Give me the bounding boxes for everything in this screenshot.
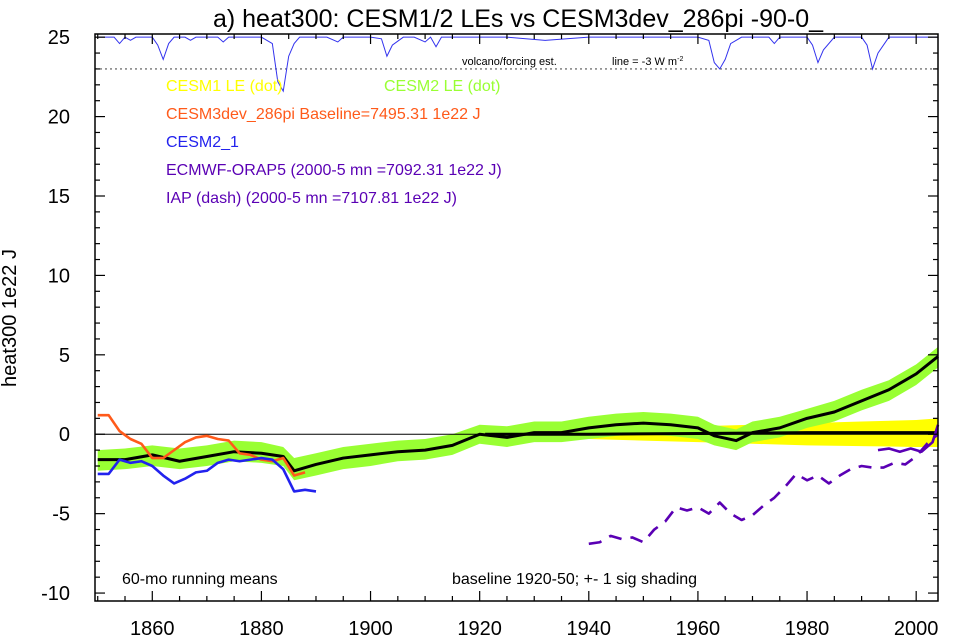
line-scale-annotation: line = -3 W m-2 [612,56,683,68]
running-mean-annotation: 60-mo running means [122,571,278,588]
line-scale-exponent: -2 [677,56,683,63]
x-tick-label: 1960 [676,618,721,640]
series-line-cesm3dev-286pi-baseline-7495-31-1e22-j [97,413,306,477]
x-tick-label: 1880 [239,618,284,640]
y-axis: -10 -5 0 5 10 15 20 25 [41,27,938,605]
legend-cesm2-le: CESM2 LE (dot) [384,78,500,95]
baseline-annotation: baseline 1920-50; +- 1 sig shading [452,571,697,588]
volcano-annotation: volcano/forcing est. [462,56,557,68]
x-tick-label: 2000 [894,618,939,640]
legend: CESM1 LE (dot) CESM2 LE (dot) CESM3dev_2… [166,78,502,207]
band-cesm2-le-dot [97,346,939,481]
x-tick-label: 1900 [348,618,393,640]
y-tick-label: 25 [48,27,70,49]
series-line-cesm2-1 [97,456,317,493]
y-tick-label: 0 [59,424,70,446]
legend-cesm2-1: CESM2_1 [166,134,239,151]
legend-ecmwf-orap5: ECMWF-ORAP5 (2000-5 mn =7092.31 1e22 J) [166,162,502,179]
y-tick-label: 20 [48,107,70,129]
legend-cesm3dev: CESM3dev_286pi Baseline=7495.31 1e22 J [166,106,480,123]
x-tick-label: 1860 [130,618,175,640]
volcano-forcing-line [97,36,938,93]
y-tick-label: -10 [41,583,70,605]
series-line-iap-dash-2000-5-mn-7107-81-1e22-j [588,433,939,546]
x-tick-label: 1980 [785,618,830,640]
series-line-ecmwf-orap5-2000-5-mn-7092-31-1e22-j [877,424,940,454]
y-axis-label: heat300 1e22 J [0,249,21,387]
y-tick-label: 5 [59,345,70,367]
plot-area [94,33,940,602]
y-tick-label: 10 [48,265,70,287]
x-tick-label: 1940 [567,618,612,640]
x-axis: 1860 1880 1900 1920 1940 1960 1980 2000 [97,34,939,640]
legend-iap: IAP (dash) (2000-5 mn =7107.81 1e22 J) [166,190,457,207]
legend-cesm1-le: CESM1 LE (dot) [166,78,282,95]
plot-frame [94,33,939,602]
series-line-cesm1-le-mean [485,431,938,436]
chart-title: a) heat300: CESM1/2 LEs vs CESM3dev_286p… [213,5,824,33]
y-tick-label: 15 [48,186,70,208]
line-scale-text: line = -3 W m [612,56,677,68]
lines-layer [97,355,940,546]
x-tick-label: 1920 [457,618,502,640]
y-tick-label: -5 [52,504,70,526]
